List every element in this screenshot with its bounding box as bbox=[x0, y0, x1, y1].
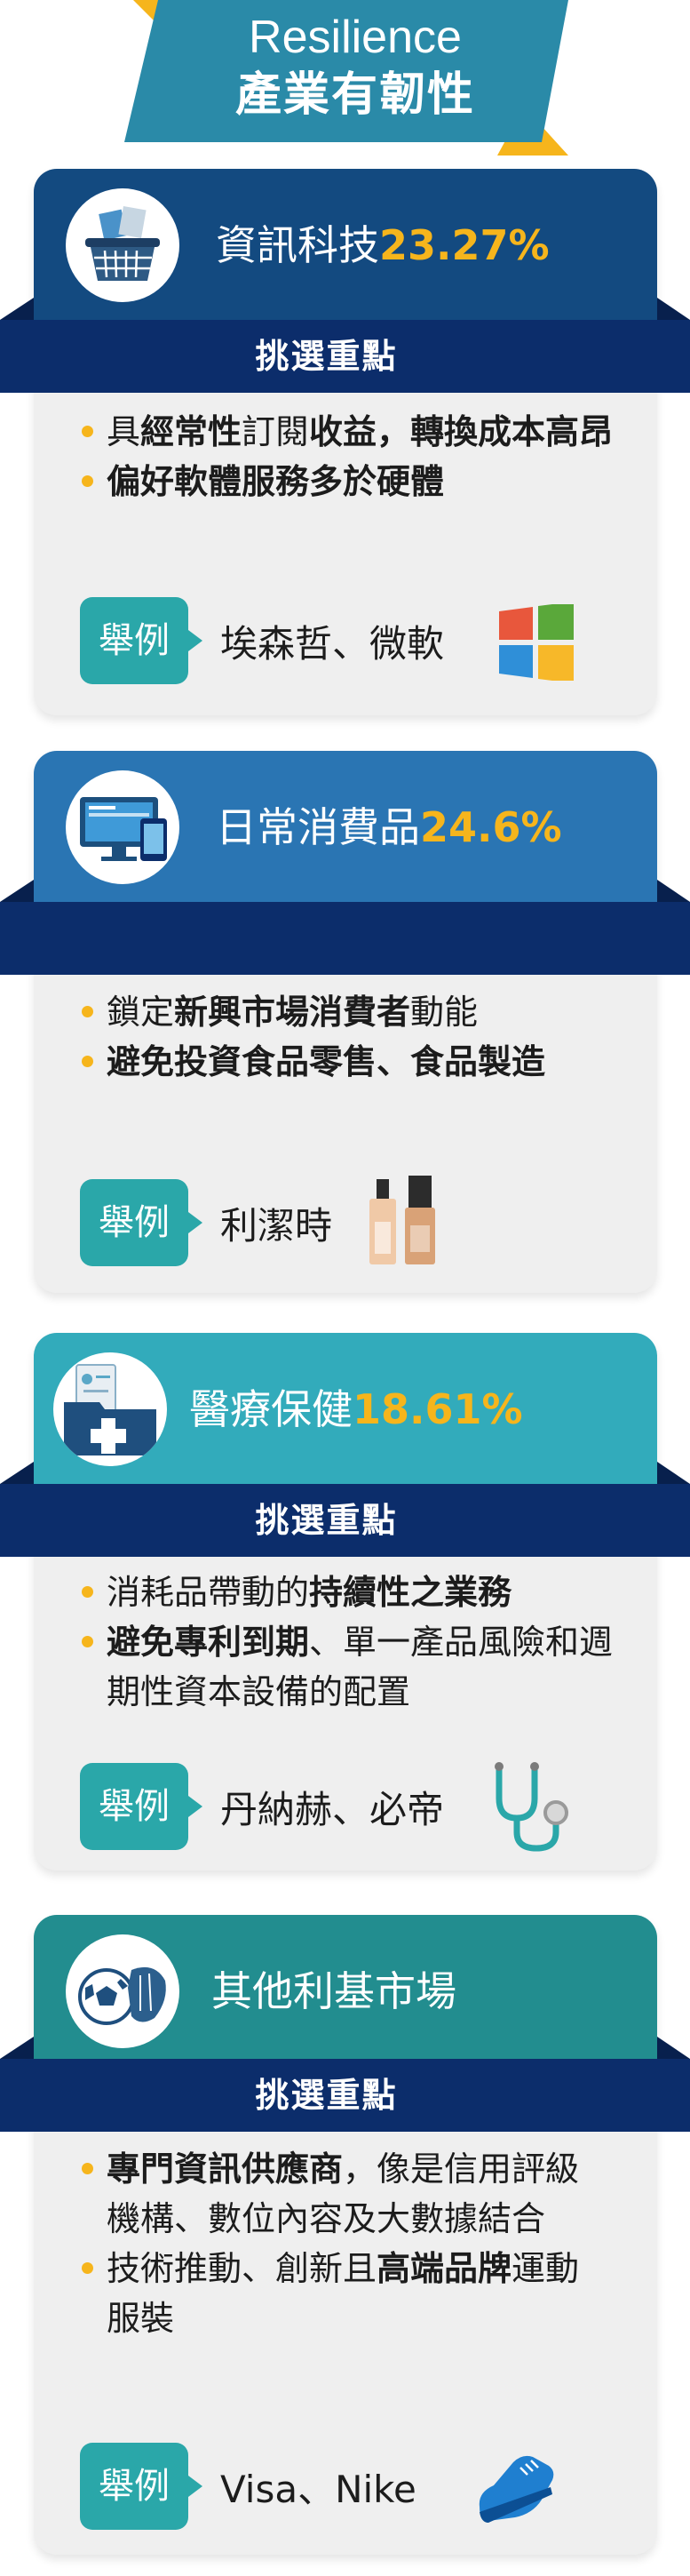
cosmetic-bottles-icon bbox=[369, 1176, 435, 1264]
section-health-care: 挑選重點 醫療保健18.61% 消耗品帶動的持續性之業務 避免專利到期、單一產品… bbox=[0, 1333, 690, 1884]
section-percent: 24.6% bbox=[420, 803, 562, 851]
ribbon-label: 挑選重點 bbox=[255, 2076, 398, 2115]
section-percent: 18.61% bbox=[353, 1385, 523, 1433]
ribbon bbox=[0, 902, 690, 975]
windows-logo-icon bbox=[499, 604, 574, 681]
shopping-basket-icon bbox=[66, 188, 179, 302]
section-niche-markets: 挑選重點 其他利基市場 專門資訊供應商，像是信用評級機構、數位內容及大數據結合 … bbox=[0, 1915, 690, 2568]
header-title: Resilience bbox=[249, 12, 462, 63]
banner-shape bbox=[124, 0, 568, 156]
section-consumer-staples: 日常消費品24.6% 鎖定新興市場消費者動能 避免投資食品零售、食品製造 舉例 … bbox=[0, 751, 690, 1306]
header-banner: Resilience 產業有韌性 bbox=[0, 0, 690, 156]
section-name: 日常消費品 bbox=[216, 803, 420, 851]
section-percent: 23.27% bbox=[379, 221, 550, 269]
example-badge: 舉例 bbox=[80, 2443, 202, 2530]
header-subtitle: 產業有韌性 bbox=[234, 68, 475, 122]
list-item: 避免專利到期、單一產品風險和週期性資本設備的配置 bbox=[80, 1617, 631, 1717]
example-row: 舉例 Visa、Nike bbox=[80, 2443, 416, 2530]
example-text: 利潔時 bbox=[220, 1203, 333, 1248]
section-name: 醫療保健 bbox=[189, 1385, 353, 1433]
list-item: 消耗品帶動的持續性之業務 bbox=[80, 1567, 631, 1617]
list-item: 偏好軟體服務多於硬體 bbox=[80, 457, 631, 506]
ribbon-label: 挑選重點 bbox=[255, 337, 398, 376]
section-information-technology: 挑選重點 資訊科技23.27% 具經常性訂閱收益，轉換成本高昂 偏好軟體服務多於… bbox=[0, 169, 690, 729]
example-text: Visa、Nike bbox=[220, 2467, 416, 2511]
section-title: 日常消費品24.6% bbox=[216, 801, 562, 854]
example-badge: 舉例 bbox=[80, 1763, 202, 1850]
list-item: 避免投資食品零售、食品製造 bbox=[80, 1037, 631, 1087]
list-item: 專門資訊供應商，像是信用評級機構、數位內容及大數據結合 bbox=[80, 2144, 613, 2244]
example-text: 丹納赫、必帝 bbox=[220, 1787, 445, 1831]
example-row: 舉例 丹納赫、必帝 bbox=[80, 1763, 444, 1850]
sports-ball-glove-icon bbox=[66, 1934, 179, 2048]
list-item: 技術推動、創新且高端品牌運動服裝 bbox=[80, 2244, 613, 2343]
list-item: 鎖定新興市場消費者動能 bbox=[80, 987, 631, 1037]
example-text: 埃森哲、微軟 bbox=[220, 621, 445, 666]
ribbon-label: 挑選重點 bbox=[255, 1501, 398, 1540]
stethoscope-icon bbox=[495, 1762, 568, 1852]
list-item: 具經常性訂閱收益，轉換成本高昂 bbox=[80, 407, 631, 457]
ribbon: 挑選重點 bbox=[0, 2059, 690, 2132]
section-name: 資訊科技 bbox=[216, 221, 379, 269]
example-badge: 舉例 bbox=[80, 1179, 202, 1266]
bullet-list: 具經常性訂閱收益，轉換成本高昂 偏好軟體服務多於硬體 bbox=[80, 407, 631, 506]
section-title: 其他利基市場 bbox=[211, 1965, 456, 2018]
example-badge: 舉例 bbox=[80, 597, 202, 684]
example-row: 舉例 埃森哲、微軟 bbox=[80, 597, 444, 684]
example-row: 舉例 利潔時 bbox=[80, 1179, 332, 1266]
bullet-list: 專門資訊供應商，像是信用評級機構、數位內容及大數據結合 技術推動、創新且高端品牌… bbox=[80, 2144, 613, 2343]
devices-icon bbox=[66, 770, 179, 884]
ribbon: 挑選重點 bbox=[0, 320, 690, 393]
section-title: 資訊科技23.27% bbox=[216, 219, 550, 272]
bullet-list: 消耗品帶動的持續性之業務 避免專利到期、單一產品風險和週期性資本設備的配置 bbox=[80, 1567, 631, 1717]
medical-folder-icon bbox=[53, 1352, 167, 1466]
bullet-list: 鎖定新興市場消費者動能 避免投資食品零售、食品製造 bbox=[80, 987, 631, 1087]
ribbon: 挑選重點 bbox=[0, 1484, 690, 1557]
running-shoe-icon bbox=[479, 2455, 554, 2523]
section-title: 醫療保健18.61% bbox=[189, 1383, 523, 1436]
section-name: 其他利基市場 bbox=[211, 1967, 456, 2015]
